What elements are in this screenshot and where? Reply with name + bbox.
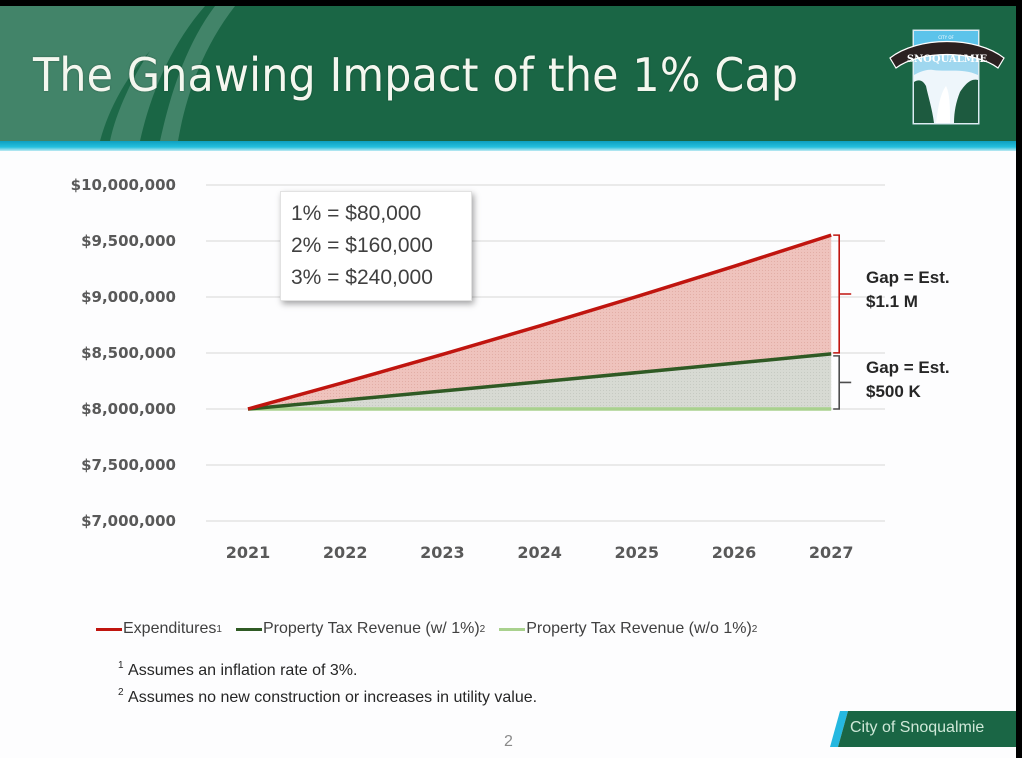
x-tick-label: 2021 xyxy=(226,543,271,562)
legend-superscript: 1 xyxy=(216,623,222,635)
rate-note-box: 1% = $80,000 2% = $160,000 3% = $240,000 xyxy=(280,191,472,301)
footnote-mark: 2 xyxy=(118,687,124,698)
legend-swatch-revenue-without-cap xyxy=(499,627,526,631)
gap-label-upper-line1: Gap = Est. xyxy=(866,268,950,287)
y-tick-label: $9,000,000 xyxy=(81,288,176,306)
x-tick-label: 2023 xyxy=(420,543,465,562)
page-title: The Gnawing Impact of the 1% Cap xyxy=(33,48,799,102)
legend-label-revenue-without-cap: Property Tax Revenue (w/o 1%) xyxy=(526,620,752,637)
logo-top-text: CITY OF xyxy=(938,35,954,40)
logo-text: SNOQUALMIE xyxy=(907,54,988,65)
legend-label-expenditures: Expenditures xyxy=(123,620,217,637)
gap-label-lower-line2: $500 K xyxy=(866,382,921,401)
rate-note-1pct: 1% = $80,000 xyxy=(291,202,422,225)
legend-item-expenditures: Expenditures 1 xyxy=(96,620,222,638)
legend-item-revenue-with-cap: Property Tax Revenue (w/ 1%) 2 xyxy=(235,620,486,638)
chart: $7,000,000 $7,500,000 $8,000,000 $8,500,000… xyxy=(71,176,885,562)
gap-bracket-upper xyxy=(833,234,852,354)
legend-item-revenue-without-cap: Property Tax Revenue (w/o 1%) 2 xyxy=(499,620,757,638)
page-number: 2 xyxy=(504,733,513,750)
x-tick-label: 2022 xyxy=(323,543,368,562)
footer-badge xyxy=(830,711,1016,747)
gap-areas xyxy=(248,235,832,409)
expenditure-gap-area xyxy=(248,235,832,409)
x-tick-label: 2026 xyxy=(712,543,757,562)
y-tick-label: $10,000,000 xyxy=(71,176,176,194)
revenue-gap-area xyxy=(248,353,832,409)
legend-superscript: 2 xyxy=(479,623,486,635)
legend-superscript: 2 xyxy=(751,623,758,635)
x-tick-label: 2024 xyxy=(517,543,562,562)
gap-label-upper: Gap = Est. $1.1 M xyxy=(866,266,950,314)
y-axis-ticks: $7,000,000 $7,500,000 $8,000,000 $8,500,000… xyxy=(71,176,176,530)
footnote-2: 2 Assumes no new construction or increas… xyxy=(118,687,537,707)
slide: The Gnawing Impact of the 1% Cap SNOQUAL… xyxy=(0,6,1016,758)
x-tick-label: 2027 xyxy=(809,543,854,562)
gap-brackets xyxy=(833,234,852,410)
slide-header: The Gnawing Impact of the 1% Cap SNOQUAL… xyxy=(0,6,1016,141)
y-tick-label: $7,000,000 xyxy=(81,512,176,530)
y-tick-label: $9,500,000 xyxy=(81,232,176,250)
y-tick-label: $8,000,000 xyxy=(81,400,176,418)
footnote-text: Assumes no new construction or increases… xyxy=(128,689,538,706)
footer-label: City of Snoqualmie xyxy=(850,719,985,736)
legend-label-revenue-with-cap: Property Tax Revenue (w/ 1%) xyxy=(262,620,480,637)
footnote-text: Assumes an inflation rate of 3%. xyxy=(128,662,358,679)
city-logo: SNOQUALMIE CITY OF xyxy=(889,29,1005,125)
y-tick-label: $8,500,000 xyxy=(81,344,176,362)
footnote-mark: 1 xyxy=(118,660,124,671)
gap-label-lower: Gap = Est. $500 K xyxy=(866,356,950,404)
series-lines xyxy=(247,233,832,411)
gap-label-upper-line2: $1.1 M xyxy=(866,292,918,311)
header-accent-band xyxy=(0,141,1016,151)
footnote-1: 1 Assumes an inflation rate of 3%. xyxy=(118,660,357,680)
rate-note-3pct: 3% = $240,000 xyxy=(291,266,433,289)
legend-swatch-expenditures xyxy=(96,627,122,631)
y-tick-label: $7,500,000 xyxy=(81,456,176,474)
x-axis-ticks: 2021 2022 2023 2024 2025 2026 2027 xyxy=(226,543,854,562)
gap-bracket-lower xyxy=(833,355,852,410)
x-tick-label: 2025 xyxy=(615,543,660,562)
legend-swatch-revenue-with-cap xyxy=(235,627,262,631)
rate-note-2pct: 2% = $160,000 xyxy=(291,234,433,257)
header-swoosh-decoration xyxy=(0,6,235,141)
chart-legend: Expenditures 1 Property Tax Revenue (w/ 1… xyxy=(96,618,757,640)
gap-label-lower-line1: Gap = Est. xyxy=(866,358,950,377)
